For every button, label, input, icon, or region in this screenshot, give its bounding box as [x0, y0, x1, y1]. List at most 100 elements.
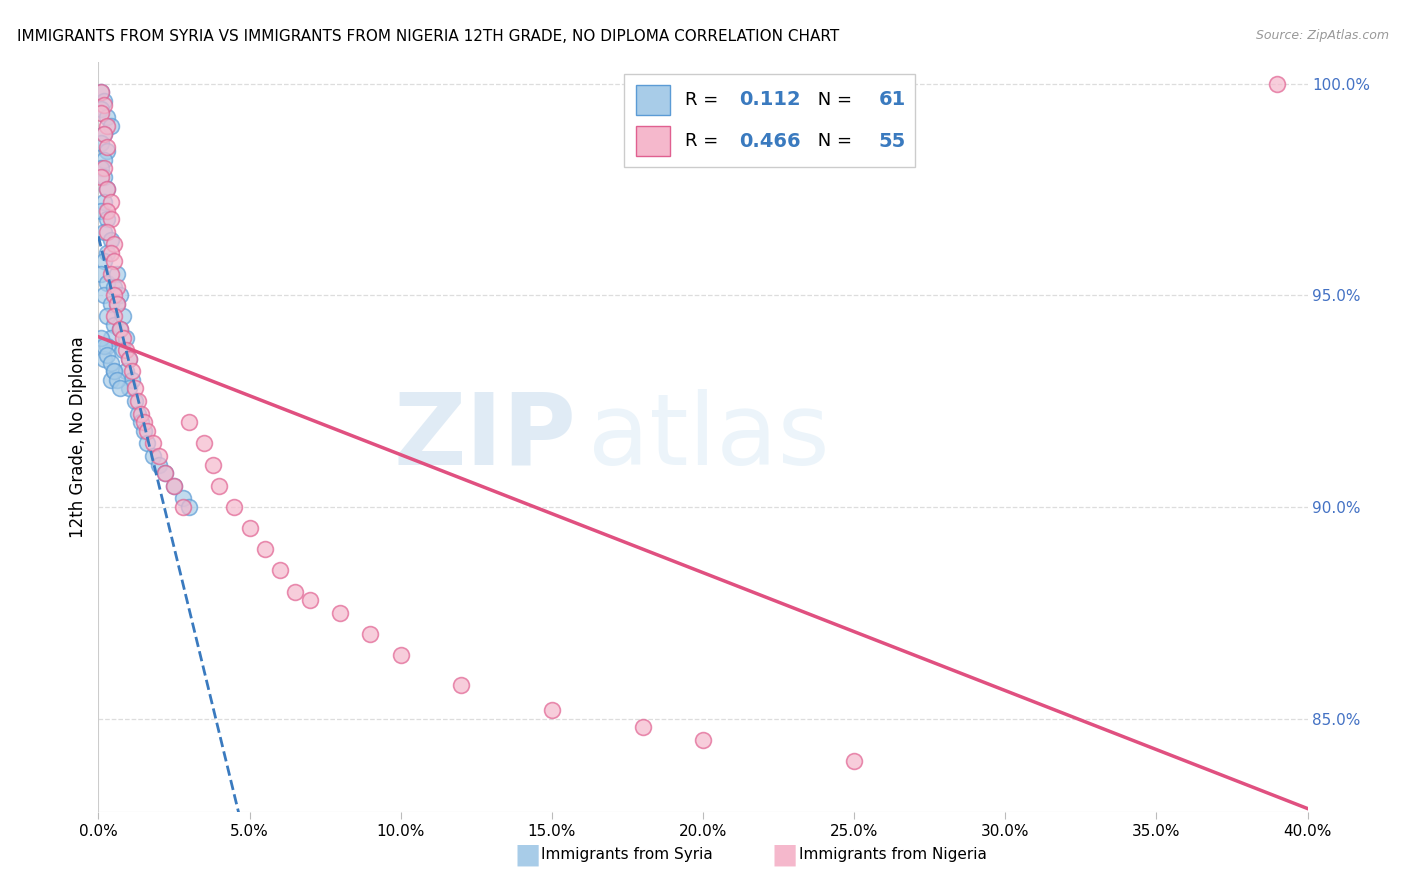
Point [163, 479, 186, 493]
Point [193, 436, 215, 450]
Point [121, 373, 143, 387]
Point [224, 500, 246, 514]
Point [90, 85, 112, 99]
Point [129, 407, 152, 421]
Point [96, 140, 118, 154]
Point [105, 267, 128, 281]
Point [208, 479, 231, 493]
Point [96, 246, 118, 260]
Point [114, 330, 136, 344]
Point [90, 267, 112, 281]
Point [100, 267, 122, 281]
Point [100, 212, 122, 227]
Point [153, 466, 176, 480]
Point [96, 203, 118, 218]
Point [93, 339, 115, 353]
Point [108, 322, 131, 336]
Point [100, 330, 122, 344]
Point [153, 466, 176, 480]
Point [127, 394, 149, 409]
Point [93, 128, 115, 142]
FancyBboxPatch shape [637, 126, 671, 156]
Text: Immigrants from Syria: Immigrants from Syria [541, 847, 713, 862]
Point [124, 394, 146, 409]
Point [103, 237, 125, 252]
Point [692, 732, 714, 747]
Point [142, 436, 165, 450]
Point [329, 606, 352, 620]
Point [284, 584, 307, 599]
Point [179, 500, 201, 514]
Point [96, 339, 118, 353]
Point [450, 678, 472, 692]
Point [844, 754, 866, 768]
Point [148, 449, 170, 463]
Point [103, 364, 125, 378]
Point [114, 364, 136, 378]
Text: N =: N = [811, 91, 858, 109]
Point [96, 225, 118, 239]
Text: Immigrants from Nigeria: Immigrants from Nigeria [799, 847, 987, 862]
Point [111, 330, 134, 344]
Text: R =: R = [685, 91, 724, 109]
Text: IMMIGRANTS FROM SYRIA VS IMMIGRANTS FROM NIGERIA 12TH GRADE, NO DIPLOMA CORRELAT: IMMIGRANTS FROM SYRIA VS IMMIGRANTS FROM… [17, 29, 839, 44]
Point [90, 85, 112, 99]
Point [118, 351, 141, 366]
Point [93, 128, 115, 142]
Point [93, 351, 115, 366]
Point [103, 318, 125, 332]
Point [132, 424, 155, 438]
Point [103, 310, 125, 324]
Point [100, 195, 122, 210]
Point [90, 330, 112, 344]
Text: 55: 55 [879, 132, 905, 151]
Point [269, 563, 291, 577]
Point [132, 415, 155, 429]
Point [105, 297, 128, 311]
Point [114, 343, 136, 358]
Point [93, 288, 115, 302]
Point [1267, 77, 1289, 91]
Point [108, 322, 131, 336]
Point [100, 233, 122, 247]
Text: 0.466: 0.466 [740, 132, 801, 151]
Point [124, 381, 146, 395]
Point [172, 491, 194, 506]
Point [90, 203, 112, 218]
Point [96, 182, 118, 196]
Point [96, 347, 118, 361]
Point [93, 195, 115, 210]
Text: 0.112: 0.112 [740, 90, 801, 110]
Point [108, 288, 131, 302]
Point [100, 297, 122, 311]
Point [90, 102, 112, 116]
Point [179, 415, 201, 429]
Point [360, 627, 382, 641]
Point [93, 94, 115, 108]
Point [90, 161, 112, 176]
Point [96, 111, 118, 125]
FancyBboxPatch shape [637, 85, 671, 115]
Text: Source: ZipAtlas.com: Source: ZipAtlas.com [1256, 29, 1389, 42]
Point [90, 136, 112, 150]
Point [135, 424, 157, 438]
Point [202, 458, 225, 472]
Point [96, 310, 118, 324]
Text: ■: ■ [772, 840, 797, 869]
FancyBboxPatch shape [624, 74, 915, 168]
Point [96, 182, 118, 196]
Text: 61: 61 [879, 90, 905, 110]
Point [299, 593, 322, 607]
Point [93, 254, 115, 268]
Text: ■: ■ [515, 840, 540, 869]
Point [142, 449, 165, 463]
Text: N =: N = [811, 132, 858, 150]
Point [111, 343, 134, 358]
Point [103, 280, 125, 294]
Point [96, 145, 118, 159]
Point [105, 280, 128, 294]
Point [103, 254, 125, 268]
Point [127, 407, 149, 421]
Point [93, 161, 115, 176]
Point [96, 276, 118, 290]
